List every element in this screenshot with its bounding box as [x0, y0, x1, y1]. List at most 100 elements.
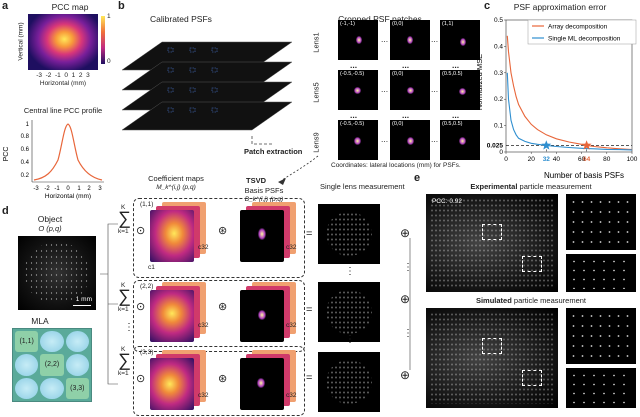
zoom-box [522, 256, 542, 272]
colorbar-tick-bottom: 0 [107, 58, 111, 65]
scale-bar-label: 1 mm [75, 296, 92, 303]
x-tick-label: 80 [603, 156, 611, 163]
zoom-box [482, 338, 502, 354]
mla-cell [65, 331, 89, 353]
profile-ytick: 0.8 [21, 134, 30, 140]
marker-label: 32 [543, 156, 551, 163]
basis-psf [240, 290, 284, 342]
pcc-map-xlabel: Horizontal (mm) [39, 80, 87, 87]
star-marker [581, 140, 592, 150]
row-ellipsis: ... [381, 34, 389, 44]
profile-xtick: -1 [54, 186, 60, 192]
equals: = [306, 304, 313, 316]
series-line-1 [506, 35, 633, 151]
row-label: (3,3) [140, 349, 154, 356]
threshold-label: 0.025 [487, 142, 504, 149]
simulated-title: Simulated particle measurement [475, 296, 587, 305]
chart-legend: Array decomposition Single ML decomposit… [527, 19, 637, 45]
x-tick-label: 0 [504, 156, 508, 163]
profile-xtick: 0 [66, 186, 70, 192]
decomp-row-2 [133, 280, 305, 352]
pcc-map [28, 14, 98, 70]
col-ellipsis: ... [402, 110, 410, 120]
mla-cell [15, 377, 39, 399]
psf-patch: (0,0) [390, 120, 430, 160]
lens1-label: Lens1 [311, 32, 321, 53]
patch-extraction-label: Patch extraction [244, 147, 303, 156]
row-ellipsis: ... [381, 84, 389, 94]
x-tick-label: 40 [553, 156, 561, 163]
pcc-profile-plot: PCC 1 0.8 0.6 0.4 0.2 -3 -2 -1 0 1 2 3 H… [3, 120, 104, 200]
row-label: (1,1) [140, 201, 154, 208]
profile-ytick: 1 [26, 122, 30, 128]
coef-title: Coefficient maps [148, 174, 204, 183]
equals: = [306, 372, 313, 384]
panel-c-label: c [484, 0, 491, 12]
profile-xtick: -3 [33, 186, 39, 192]
c32-label: c32 [286, 322, 297, 329]
chart-xlabel: Number of basis PSFs [544, 171, 624, 180]
psf-patch: (-1,-1) [338, 20, 378, 60]
sum-bottom: k=1 [118, 306, 129, 313]
cropped-title: Cropped PSF patches [338, 14, 422, 24]
mse-chart: 0.025 32 64 0 20 40 60 80 10000.10.20.30.40.5 … [476, 17, 638, 180]
lens-measurement [318, 204, 380, 264]
col-ellipsis: ... [452, 110, 460, 120]
psf-layer [121, 101, 293, 131]
pcc-map-title: PCC map [51, 2, 89, 12]
profile-xtick: -2 [44, 186, 50, 192]
conv-symbol: ⊛ [218, 301, 228, 313]
pcc-map-ylabel: Vertical (mm) [17, 22, 25, 61]
basis-title: Basis PSFs [244, 186, 284, 195]
col-ellipsis: ... [452, 60, 460, 70]
sum-symbol: ∑ [118, 286, 131, 306]
experimental-image: PCC: 0.92 [426, 194, 558, 292]
chart-ylabel: Normalized MSE [476, 54, 484, 110]
c32-label: c32 [286, 244, 297, 251]
odot-symbol: ⊙ [136, 301, 146, 313]
c32-label: c32 [198, 392, 209, 399]
sum-top: K [121, 282, 126, 289]
sum-bottom: k=1 [118, 228, 129, 235]
coef-formula: M_k^(i,j) (p,q) [156, 184, 196, 191]
coef-map [150, 210, 194, 262]
profile-title: Central line PCC profile [23, 106, 103, 115]
psf-patch: (-0.5,-0.5) [338, 70, 378, 110]
conv-symbol: ⊛ [218, 373, 228, 385]
panel-d-label: d [2, 205, 9, 217]
psf-patch: (0.5,0.5) [440, 120, 480, 160]
basis-formula: B_k^(i,j) (p,q) [244, 196, 284, 203]
vdots: ⋮ [124, 322, 134, 333]
col-ellipsis: ... [402, 60, 410, 70]
coords-caption: Coordinates: lateral locations (mm) for … [331, 162, 461, 169]
basis-psf [240, 210, 284, 262]
odot-symbol: ⊙ [136, 373, 146, 385]
odot-symbol: ⊙ [136, 225, 146, 237]
psf-patch: (-0.5,-0.5) [338, 120, 378, 160]
basis-psf [240, 358, 284, 410]
sum-symbol: ∑ [118, 350, 131, 370]
profile-xtick: 1 [77, 186, 81, 192]
mla-cell: (2,2) [40, 354, 64, 376]
simulated-zoom [566, 368, 636, 408]
y-tick-label: 0.1 [494, 123, 503, 130]
pcc-map-xticks: -3 -2 -1 0 1 2 3 [36, 72, 90, 79]
c32-label: c32 [286, 392, 297, 399]
lens-measurement [318, 352, 380, 412]
experimental-zoom [566, 254, 636, 292]
series-line-2 [506, 72, 633, 151]
equals: = [306, 228, 313, 240]
object-image: 1 mm [18, 236, 96, 310]
coef-map [150, 358, 194, 410]
y-tick-label: 0.4 [494, 43, 503, 50]
zoom-box [522, 370, 542, 386]
vdots: ⋮ [345, 266, 355, 277]
profile-xtick: 3 [98, 186, 102, 192]
decomp-row-1 [133, 198, 305, 278]
object-title: Object [37, 214, 63, 224]
conv-symbol: ⊛ [218, 225, 228, 237]
vdots: ⋮ [403, 262, 413, 273]
row-ellipsis: ... [431, 84, 439, 94]
y-tick-label: 0.2 [494, 96, 503, 103]
row-label: (2,2) [140, 283, 154, 290]
